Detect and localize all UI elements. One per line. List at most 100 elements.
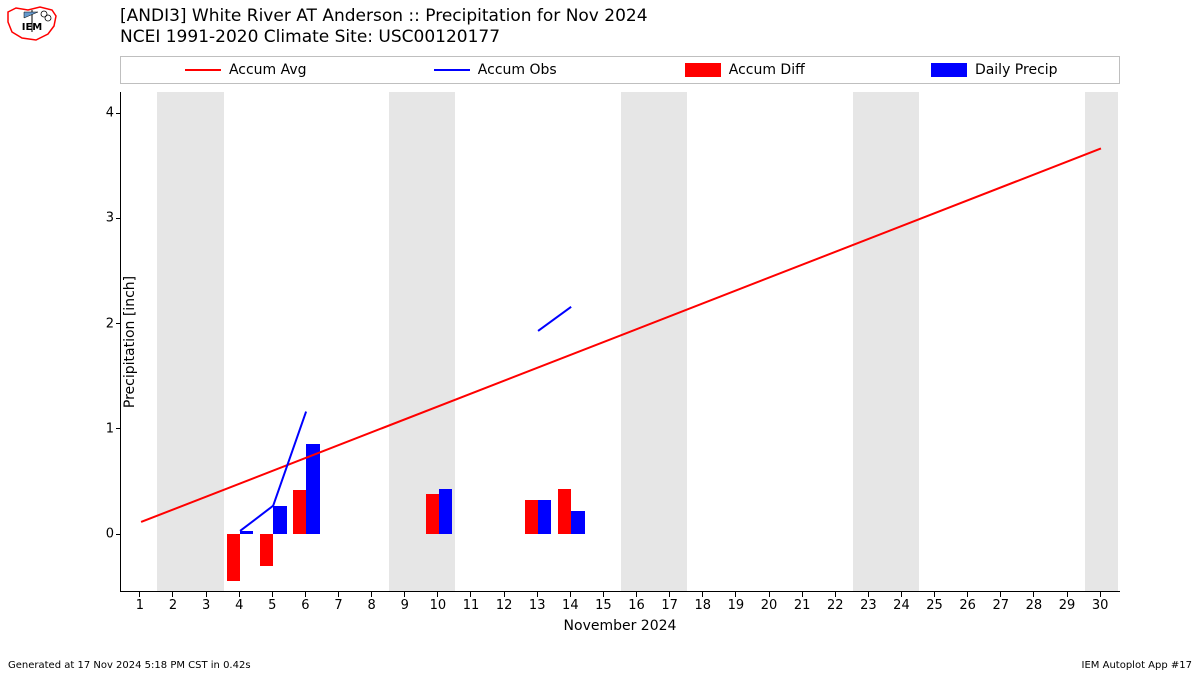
swatch-line-red [185,69,221,71]
xtick-label: 4 [235,598,243,613]
ytick-mark [116,218,121,219]
weekend-band [853,92,886,591]
xtick-label: 23 [860,598,877,613]
xtick-mark [1033,592,1034,597]
legend-accum-avg: Accum Avg [121,62,371,78]
weekend-band [1085,92,1118,591]
y-axis-label: Precipitation [inch] [122,276,138,408]
ytick-mark [116,534,121,535]
xtick-label: 26 [959,598,976,613]
xtick-label: 2 [169,598,177,613]
ytick-label: 4 [84,106,114,121]
xtick-label: 28 [1026,598,1043,613]
title-line-2: NCEI 1991-2020 Climate Site: USC00120177 [120,27,648,48]
swatch-line-blue [434,69,470,71]
xtick-label: 22 [827,598,844,613]
xtick-label: 21 [794,598,811,613]
line-accum-obs [240,505,274,532]
bar-daily-precip [538,500,551,534]
xtick-label: 7 [334,598,342,613]
ytick-label: 3 [84,211,114,226]
xtick-mark [901,592,902,597]
legend: Accum Avg Accum Obs Accum Diff Daily Pre… [120,56,1120,84]
xtick-label: 12 [496,598,513,613]
xtick-mark [835,592,836,597]
xtick-mark [1100,592,1101,597]
xtick-mark [769,592,770,597]
swatch-rect-blue [931,63,967,77]
bar-daily-precip [439,489,452,534]
xtick-mark [802,592,803,597]
legend-label: Accum Diff [729,62,805,78]
title-line-1: [ANDI3] White River AT Anderson :: Preci… [120,6,648,27]
xtick-label: 13 [529,598,546,613]
xtick-label: 10 [430,598,447,613]
bar-accum-diff [293,490,306,534]
legend-accum-obs: Accum Obs [371,62,621,78]
bar-accum-diff [227,534,240,581]
xtick-mark [735,592,736,597]
legend-daily-precip: Daily Precip [870,62,1120,78]
xtick-label: 11 [463,598,480,613]
xtick-label: 8 [368,598,376,613]
xtick-label: 3 [202,598,210,613]
swatch-rect-red [685,63,721,77]
xtick-mark [702,592,703,597]
xtick-mark [305,592,306,597]
weekend-band [621,92,654,591]
xtick-label: 17 [661,598,678,613]
xtick-mark [1067,592,1068,597]
xtick-label: 19 [728,598,745,613]
bar-accum-diff [525,500,538,534]
iem-logo: IEM [4,4,60,44]
weekend-band [886,92,919,591]
legend-label: Accum Obs [478,62,557,78]
xtick-mark [537,592,538,597]
xtick-label: 25 [926,598,943,613]
ytick-label: 1 [84,421,114,436]
xtick-label: 6 [301,598,309,613]
bar-daily-precip [273,506,286,534]
xtick-mark [470,592,471,597]
xtick-label: 30 [1092,598,1109,613]
ytick-label: 0 [84,527,114,542]
xtick-mark [371,592,372,597]
xtick-label: 27 [993,598,1010,613]
xtick-label: 9 [401,598,409,613]
xtick-label: 5 [268,598,276,613]
xtick-mark [139,592,140,597]
xtick-mark [504,592,505,597]
xtick-mark [206,592,207,597]
xtick-mark [570,592,571,597]
bar-daily-precip [240,531,253,534]
ytick-mark [116,323,121,324]
xtick-mark [437,592,438,597]
weekend-band [191,92,224,591]
xtick-mark [603,592,604,597]
bar-daily-precip [571,511,584,534]
legend-label: Daily Precip [975,62,1058,78]
xtick-mark [636,592,637,597]
xtick-mark [338,592,339,597]
ytick-label: 2 [84,316,114,331]
xtick-label: 16 [628,598,645,613]
xtick-label: 1 [136,598,144,613]
legend-accum-diff: Accum Diff [620,62,870,78]
xtick-mark [239,592,240,597]
plot: Precipitation [inch] November 2024 01234… [120,92,1120,592]
xtick-mark [967,592,968,597]
bar-accum-diff [426,494,439,534]
bar-accum-diff [260,534,273,566]
xtick-label: 20 [761,598,778,613]
xtick-label: 29 [1059,598,1076,613]
xtick-label: 24 [893,598,910,613]
xtick-label: 15 [595,598,612,613]
ytick-mark [116,113,121,114]
xtick-mark [172,592,173,597]
xtick-mark [272,592,273,597]
x-axis-label: November 2024 [120,618,1120,634]
weekend-band [654,92,687,591]
weekend-band [157,92,190,591]
xtick-mark [669,592,670,597]
xtick-mark [934,592,935,597]
